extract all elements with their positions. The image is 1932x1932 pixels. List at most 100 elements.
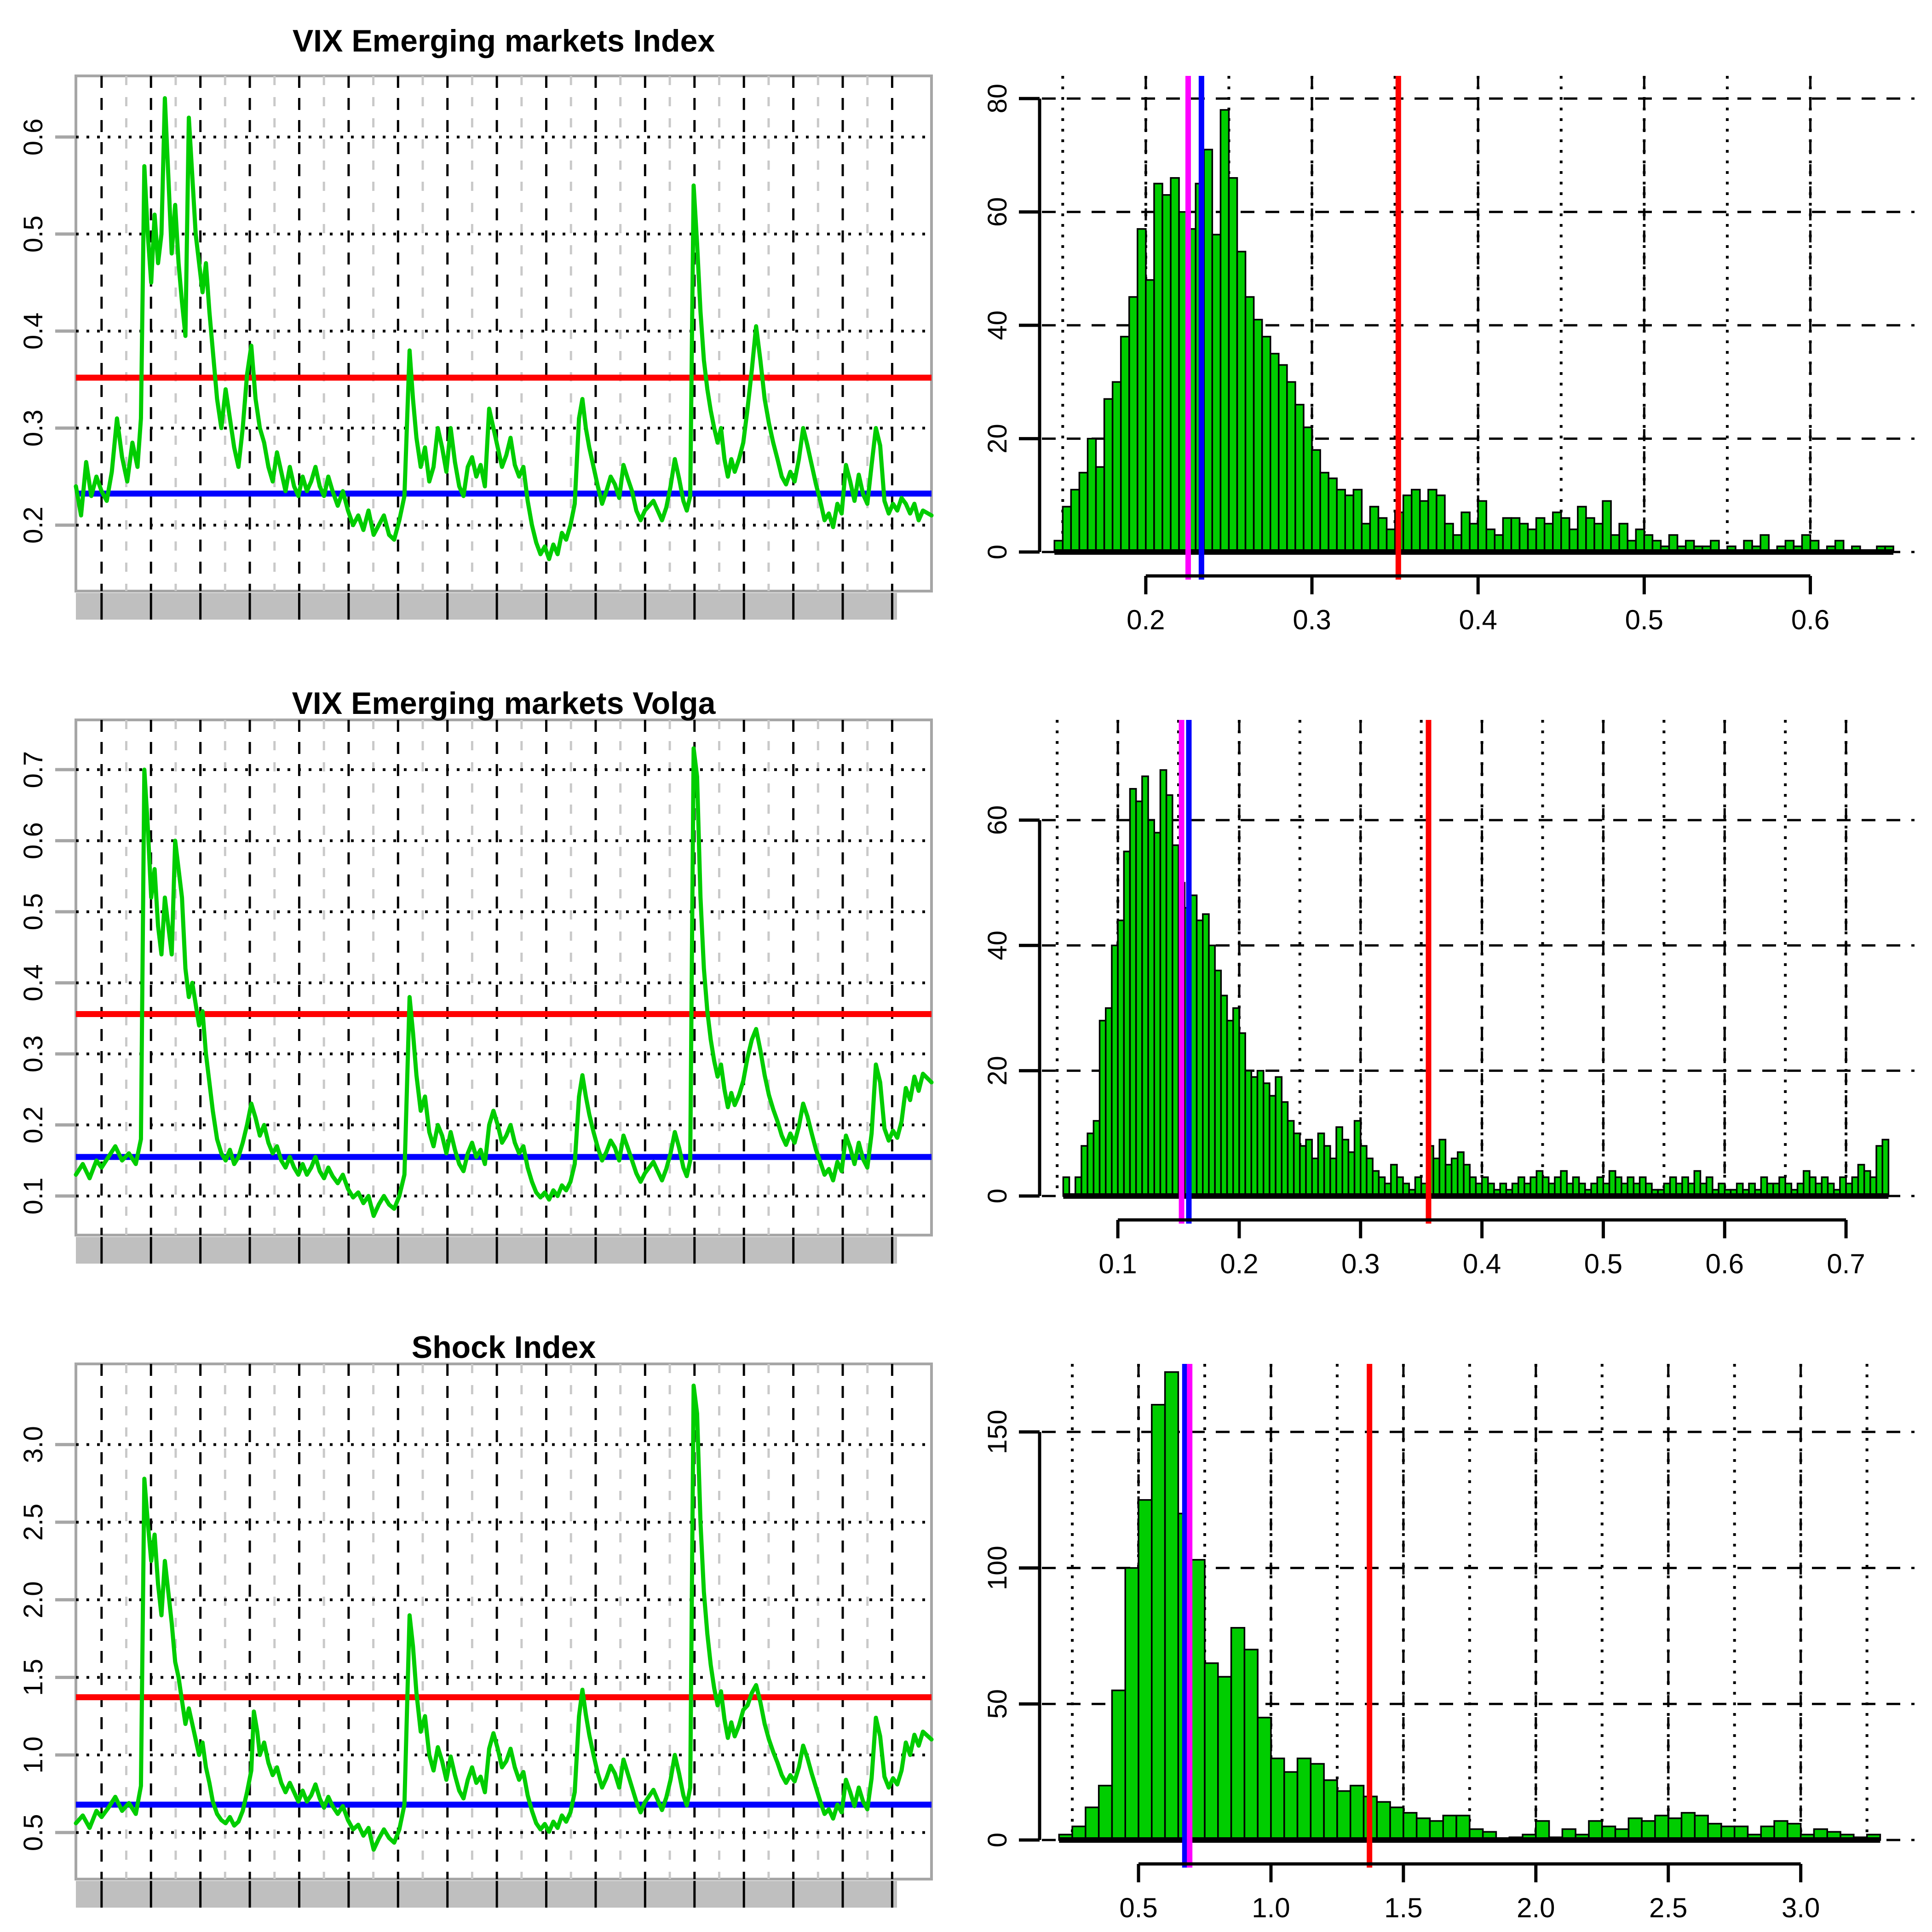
histogram-bar [1389, 1806, 1404, 1841]
histogram-bar [1120, 336, 1130, 553]
axis-band [76, 593, 897, 620]
histogram-bar [1444, 1164, 1453, 1197]
histogram-bar [1863, 1170, 1871, 1197]
y-tick-label: 2.5 [18, 1504, 48, 1541]
axis-band [76, 1881, 897, 1908]
histogram-bar [1530, 1176, 1538, 1197]
histogram-bar [1269, 1095, 1276, 1197]
histogram-bar [1869, 1176, 1877, 1197]
histogram-bar [1349, 1784, 1365, 1841]
histogram-bar [1226, 1019, 1234, 1197]
histogram-bar [1510, 517, 1521, 553]
y-tick-label: 0.5 [18, 893, 48, 931]
histogram-bar [1641, 1820, 1656, 1841]
histogram-bar [1087, 437, 1097, 553]
histogram-bar [1588, 1820, 1603, 1841]
histogram-bar [1535, 517, 1546, 553]
histogram-bar [1344, 494, 1355, 553]
histogram-bar [1145, 279, 1155, 553]
vix-index-histogram-panel: 0 20 40 60 80 0.2 0.3 0.4 0.5 0.6 [966, 0, 1932, 644]
x-tick-label: 2011-04-14 [34, 1930, 169, 1932]
y-tick-label: 0 [983, 1189, 1012, 1203]
x-tick-label: 2012-10-01 [231, 1286, 368, 1288]
histogram-bar [1294, 403, 1305, 553]
histogram-bar [1667, 1817, 1683, 1841]
histogram-bar [1070, 489, 1081, 553]
plot-box [75, 1363, 933, 1880]
histogram-bar [1410, 489, 1421, 553]
histogram-bars [1058, 1371, 1881, 1841]
y-tick-label: 0.6 [18, 822, 48, 859]
x-tick-label: 0.5 [1625, 604, 1663, 635]
x-tick-label: 0.4 [1459, 604, 1497, 635]
y-tick-label: 40 [983, 310, 1012, 340]
y-tick-label: 0.3 [18, 409, 48, 447]
y-axis: 0 20 40 60 [983, 805, 1041, 1203]
histogram-bar [1278, 364, 1288, 553]
histogram-bar [1244, 296, 1255, 553]
histogram-bar [1386, 528, 1396, 553]
shock-index-timeseries-chart: 0.51.01.52.02.53.0 2011-04-142012-10-0120… [18, 1330, 934, 1932]
x-axis: 0.1 0.2 0.3 0.4 0.5 0.6 0.7 [1098, 1218, 1865, 1279]
chart-title: VIX Emerging markets Index [293, 23, 715, 58]
histogram-bar [1839, 1176, 1847, 1197]
vix-volga-histogram-chart: 0 20 40 60 0.1 0.2 0.3 0.4 0.5 0.6 0.7 [983, 720, 1915, 1279]
x-tick-label: 0.3 [1341, 1248, 1380, 1279]
histogram-bar [1353, 1120, 1362, 1197]
histogram-bar [1875, 1145, 1883, 1197]
histogram-bar [1303, 426, 1313, 553]
histogram-bar [1208, 944, 1216, 1197]
histogram-bar [1153, 832, 1162, 1197]
y-tick-label: 0 [983, 545, 1012, 559]
y-tick-label: 0.3 [18, 1035, 48, 1073]
y-tick-label: 1.0 [18, 1736, 48, 1774]
histogram-bar [1442, 1815, 1457, 1841]
x-tick-label: 0.3 [1293, 604, 1331, 635]
x-tick-label: 0.6 [1706, 1248, 1744, 1279]
histogram-bar [1361, 523, 1371, 553]
x-tick-label: 1.0 [1252, 1892, 1290, 1923]
histogram-bar [1429, 1820, 1444, 1841]
histogram-bar [1627, 1176, 1635, 1197]
y-axis: 0.5 1.0 1.5 2.0 2.5 3.0 [18, 1426, 76, 1851]
y-tick-label: 20 [983, 424, 1012, 454]
x-tick-label: 0.2 [1127, 604, 1165, 635]
histogram-bar [1527, 528, 1537, 553]
x-axis-band: 2011-04-14 2012-10-01 2014-04-01 2015-10-01 [34, 593, 897, 644]
histogram-bar [1438, 1138, 1447, 1197]
x-tick-label: 0.5 [1584, 1248, 1622, 1279]
gridlines [76, 1364, 932, 1879]
y-tick-label: 0.4 [18, 964, 48, 1001]
shock-index-histogram-chart: 0 50 100 150 0.5 1.0 1.5 2.0 2.5 3.0 [983, 1364, 1915, 1923]
histogram-bar [1293, 1133, 1301, 1197]
histogram-bar [1376, 1801, 1391, 1841]
histogram-bar [1352, 489, 1363, 553]
x-tick-label: 2015-10-01 [626, 642, 763, 644]
histogram-bar [1851, 1176, 1859, 1197]
x-axis-band: 2011-04-14 2012-10-01 2014-04-01 2015-10-01 [34, 1881, 897, 1932]
histogram-bar [1228, 177, 1238, 553]
histogram-bar [1328, 477, 1338, 553]
x-tick-label: 0.1 [1098, 1248, 1137, 1279]
histogram-bar [1250, 1076, 1259, 1197]
histogram-bar [1481, 1176, 1489, 1197]
histogram-bar [1317, 1133, 1325, 1197]
y-tick-label: 0.7 [18, 751, 48, 788]
histogram-bar [1444, 523, 1454, 553]
histogram-bar [1336, 489, 1346, 553]
histogram-bar [1378, 1176, 1386, 1197]
x-tick-label: 2012-10-01 [231, 642, 368, 644]
histogram-bar [1402, 494, 1413, 553]
histogram-bar [1098, 1019, 1107, 1197]
histogram-bar [1821, 1176, 1829, 1197]
histogram-bar [1123, 851, 1131, 1197]
histogram-bar [1253, 319, 1263, 553]
axis-band [76, 1237, 897, 1264]
histogram-bar [1618, 523, 1628, 553]
histogram-bar [1217, 1676, 1232, 1841]
y-tick-label: 0.4 [18, 312, 48, 350]
plot-box [75, 75, 933, 592]
vix-volga-histogram-panel: 0 20 40 60 0.1 0.2 0.3 0.4 0.5 0.6 0.7 [966, 644, 1932, 1288]
x-tick-label: 2015-10-01 [626, 1286, 763, 1288]
histogram-bar [1560, 517, 1570, 553]
